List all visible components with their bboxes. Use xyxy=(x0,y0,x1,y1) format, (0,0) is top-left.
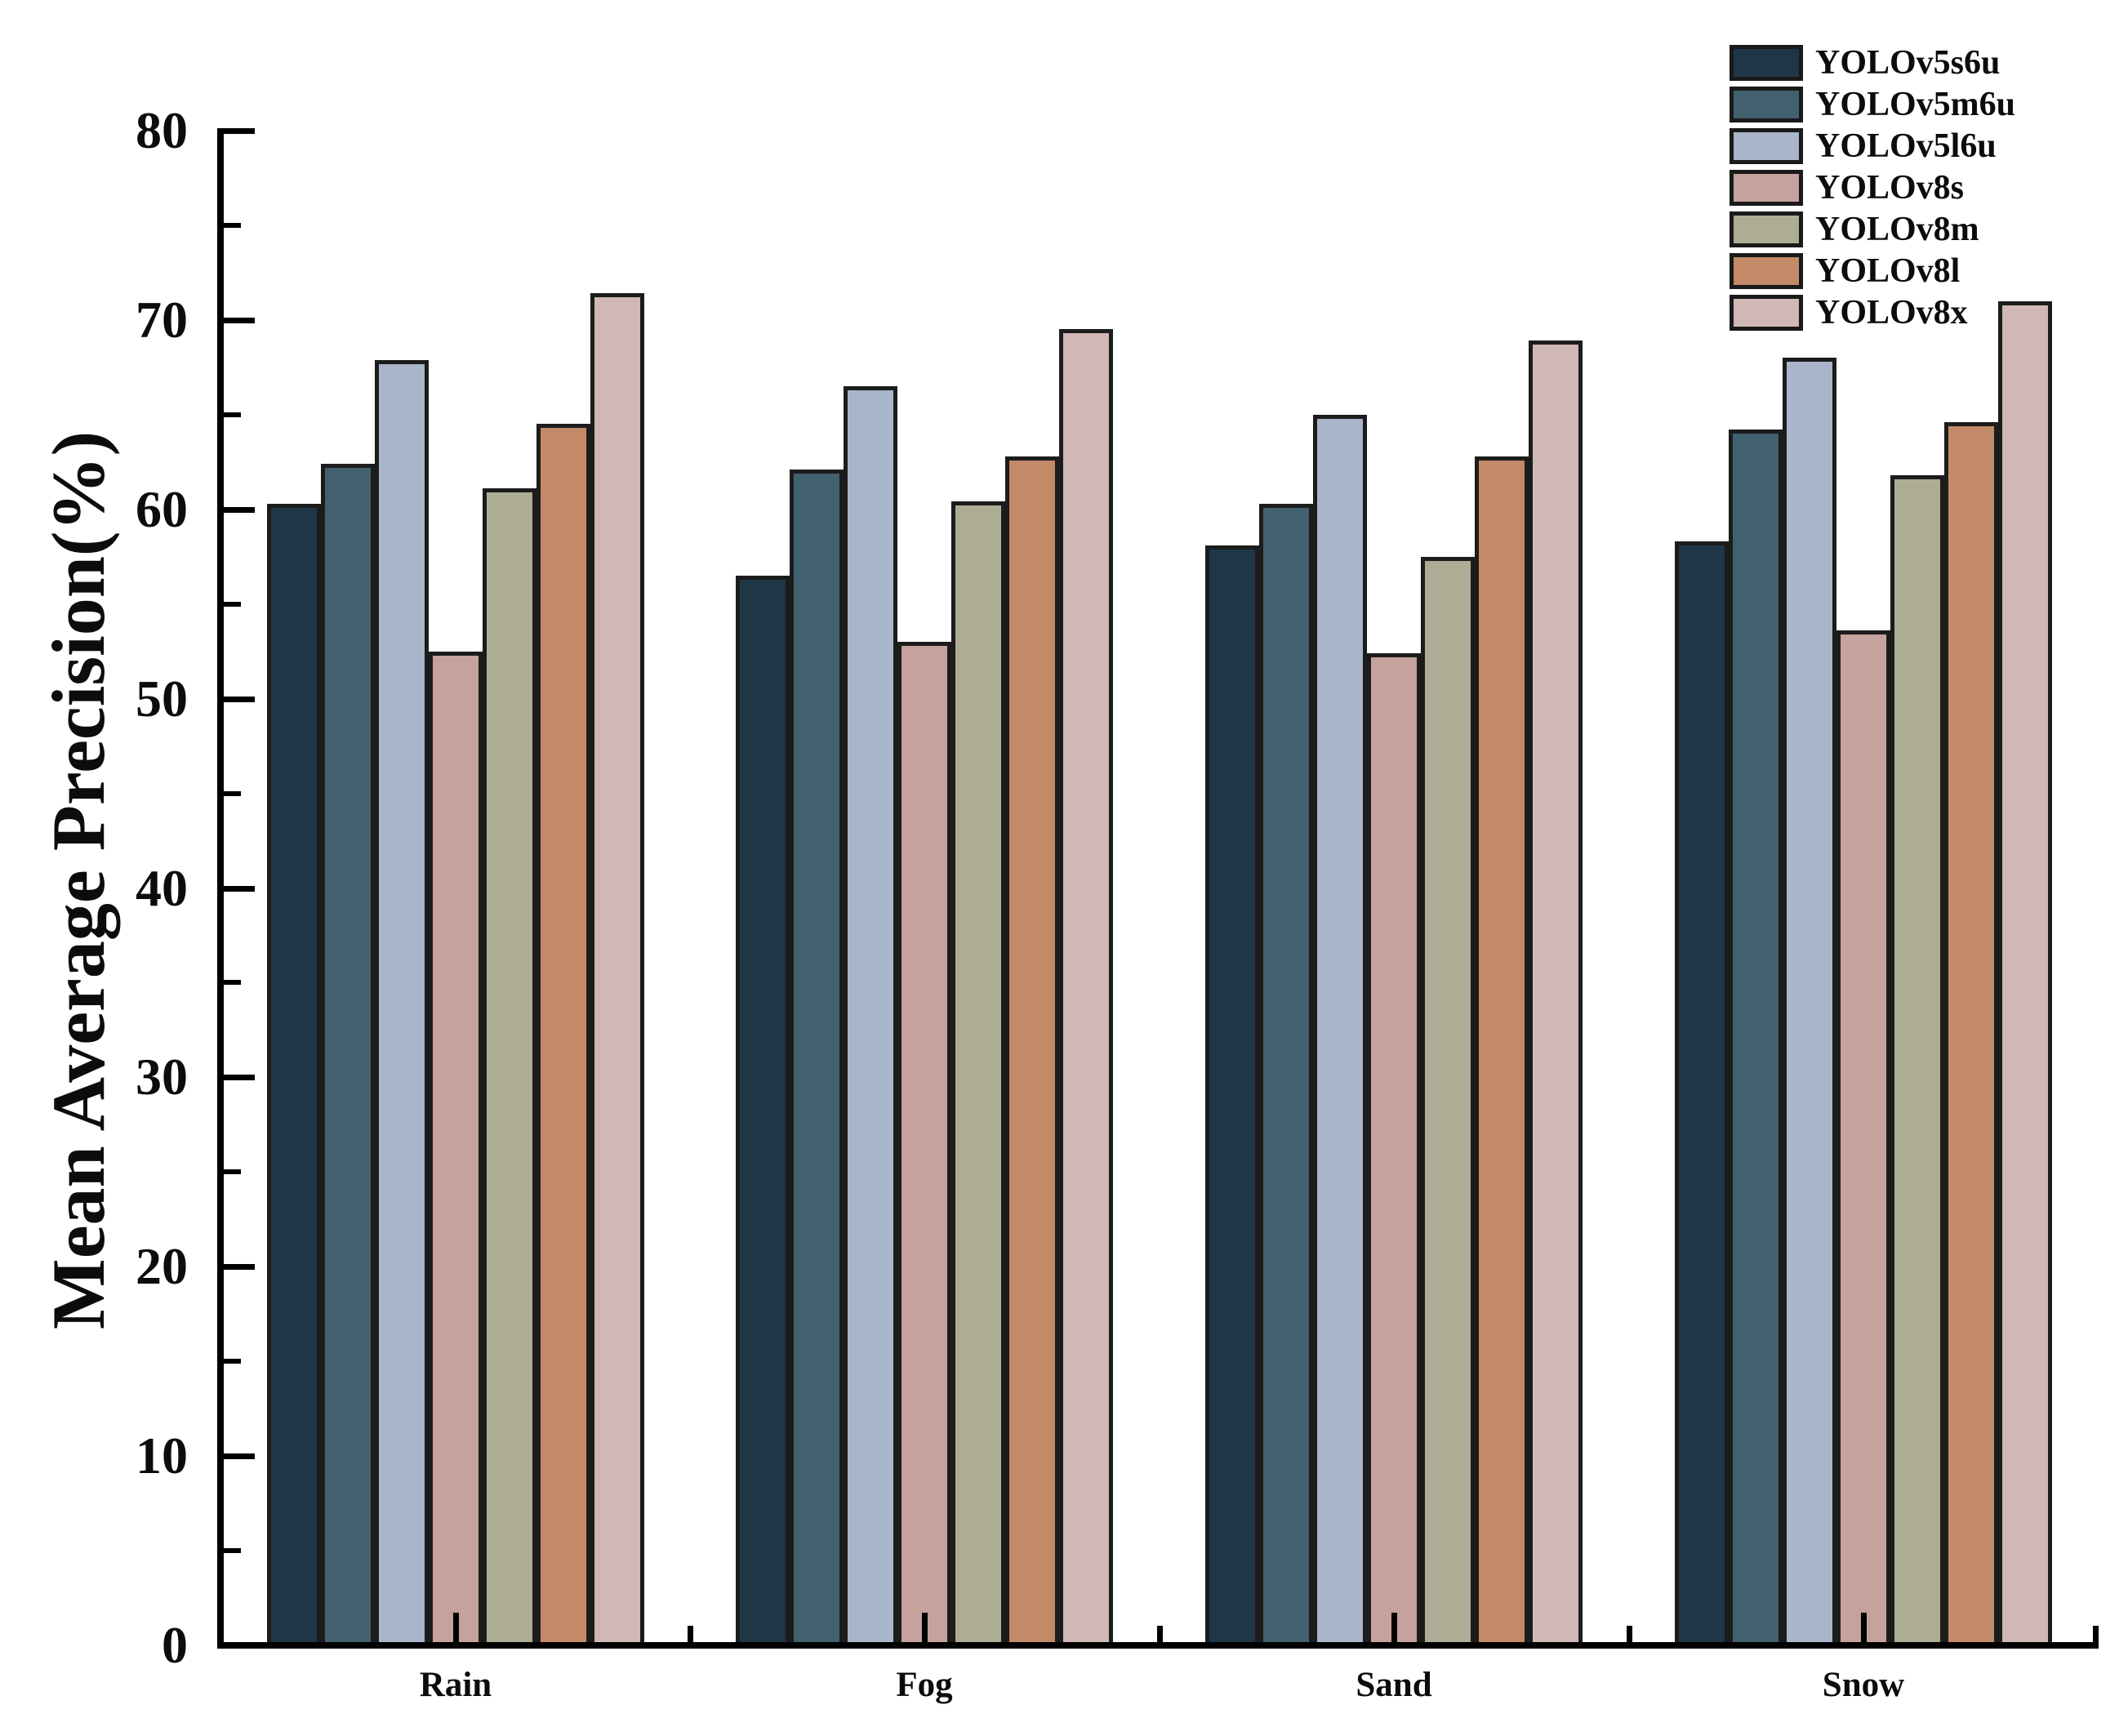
y-axis-major-tick xyxy=(224,317,255,323)
y-axis-minor-tick xyxy=(224,412,241,417)
legend-label: YOLOv8m xyxy=(1815,211,1979,248)
y-tick-label: 80 xyxy=(136,101,188,159)
x-category-label-snow: Snow xyxy=(1822,1666,1905,1704)
y-axis-minor-tick xyxy=(224,222,241,228)
y-tick-label: 30 xyxy=(136,1048,188,1106)
bar-YOLOv5m6u-Snow xyxy=(1729,430,1783,1649)
bar-YOLOv8l-Snow xyxy=(1944,422,1998,1649)
bar-YOLOv8m-Snow xyxy=(1890,475,1944,1649)
legend-swatch-YOLOv8l xyxy=(1730,253,1803,289)
bar-YOLOv8x-Sand xyxy=(1529,341,1583,1649)
bar-YOLOv5s6u-Fog xyxy=(736,575,790,1649)
bar-YOLOv8m-Sand xyxy=(1421,556,1475,1649)
y-axis-major-tick xyxy=(224,696,255,702)
y-tick-label: 50 xyxy=(136,669,188,728)
x-category-label-rain: Rain xyxy=(419,1666,492,1704)
bar-YOLOv8m-Rain xyxy=(483,488,536,1649)
bar-YOLOv8s-Sand xyxy=(1367,652,1421,1649)
legend-swatch-YOLOv8x xyxy=(1730,295,1803,331)
x-axis-major-tick xyxy=(1861,1613,1867,1642)
x-axis-major-tick xyxy=(922,1613,928,1642)
bar-YOLOv5s6u-Rain xyxy=(267,503,321,1649)
legend-swatch-YOLOv5m6u xyxy=(1730,87,1803,122)
bar-YOLOv5s6u-Sand xyxy=(1205,545,1259,1649)
bar-YOLOv5m6u-Rain xyxy=(321,464,375,1649)
legend-swatch-YOLOv8m xyxy=(1730,211,1803,247)
y-axis-major-tick xyxy=(224,1453,255,1460)
legend-label: YOLOv5s6u xyxy=(1815,44,2001,82)
legend-item-YOLOv5l6u: YOLOv5l6u xyxy=(1730,128,1997,164)
x-axis-minor-tick xyxy=(688,1626,693,1642)
bar-YOLOv8m-Fog xyxy=(951,501,1005,1649)
y-axis-minor-tick xyxy=(224,1169,241,1175)
bar-YOLOv8x-Fog xyxy=(1059,329,1113,1649)
y-axis-minor-tick xyxy=(224,790,241,796)
bar-YOLOv5s6u-Snow xyxy=(1675,541,1729,1649)
y-axis-major-tick xyxy=(224,1264,255,1271)
legend-swatch-YOLOv5l6u xyxy=(1730,128,1803,164)
legend-swatch-YOLOv8s xyxy=(1730,170,1803,206)
bar-YOLOv8s-Snow xyxy=(1836,630,1890,1649)
x-axis-major-tick xyxy=(1391,1613,1397,1642)
legend-label: YOLOv5m6u xyxy=(1815,86,2016,123)
x-axis-minor-tick xyxy=(1626,1626,1632,1642)
y-axis-major-tick xyxy=(224,1075,255,1081)
y-axis-minor-tick xyxy=(224,1548,241,1554)
bar-YOLOv8l-Sand xyxy=(1475,456,1529,1649)
legend-item-YOLOv8x: YOLOv8x xyxy=(1730,295,1968,331)
y-axis-major-tick xyxy=(224,885,255,892)
y-axis-major-tick xyxy=(224,1643,255,1649)
y-axis-minor-tick xyxy=(224,601,241,607)
bar-YOLOv8s-Rain xyxy=(429,651,483,1649)
x-category-label-fog: Fog xyxy=(896,1666,953,1704)
legend-swatch-YOLOv5s6u xyxy=(1730,45,1803,81)
bar-YOLOv8s-Fog xyxy=(897,642,951,1649)
y-axis-minor-tick xyxy=(224,980,241,986)
y-tick-label: 20 xyxy=(136,1237,188,1296)
y-tick-label: 60 xyxy=(136,479,188,538)
x-axis-minor-tick xyxy=(1156,1626,1163,1642)
bar-YOLOv8x-Snow xyxy=(1998,300,2052,1649)
y-tick-label: 10 xyxy=(136,1427,188,1485)
bar-YOLOv8l-Fog xyxy=(1005,456,1059,1649)
legend-label: YOLOv5l6u xyxy=(1815,127,1997,165)
y-axis-major-tick xyxy=(224,128,255,134)
legend-label: YOLOv8s xyxy=(1815,169,1965,207)
y-tick-label: 40 xyxy=(136,858,188,917)
y-axis-major-tick xyxy=(224,506,255,513)
y-axis-line xyxy=(217,128,224,1649)
legend-item-YOLOv8s: YOLOv8s xyxy=(1730,170,1964,206)
y-tick-label: 0 xyxy=(162,1616,188,1674)
bar-YOLOv8l-Rain xyxy=(536,424,590,1649)
bar-YOLOv5m6u-Sand xyxy=(1259,503,1313,1649)
x-axis-line xyxy=(217,1642,2099,1649)
legend-item-YOLOv5m6u: YOLOv5m6u xyxy=(1730,87,2015,122)
x-category-label-sand: Sand xyxy=(1356,1666,1432,1704)
legend-label: YOLOv8x xyxy=(1815,294,1968,332)
legend-item-YOLOv8m: YOLOv8m xyxy=(1730,211,1979,247)
bar-YOLOv5l6u-Snow xyxy=(1783,358,1836,1649)
legend-item-YOLOv8l: YOLOv8l xyxy=(1730,253,1960,289)
bar-YOLOv5l6u-Sand xyxy=(1313,414,1367,1649)
bar-YOLOv5l6u-Fog xyxy=(844,386,897,1649)
x-axis-major-tick xyxy=(453,1613,459,1642)
y-axis-minor-tick xyxy=(224,1359,241,1364)
bar-YOLOv5l6u-Rain xyxy=(375,359,429,1649)
legend-item-YOLOv5s6u: YOLOv5s6u xyxy=(1730,45,2000,81)
x-axis-end-tick xyxy=(2093,1626,2099,1642)
bar-YOLOv8x-Rain xyxy=(590,293,644,1649)
y-tick-label: 70 xyxy=(136,290,188,349)
legend-label: YOLOv8l xyxy=(1815,252,1961,290)
bar-YOLOv5m6u-Fog xyxy=(790,470,844,1649)
